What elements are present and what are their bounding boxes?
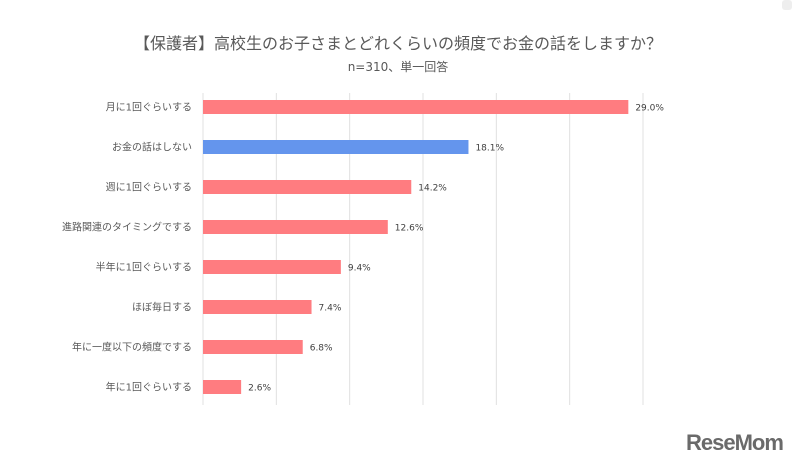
data-label: 6.8% bbox=[310, 344, 333, 354]
data-label: 14.2% bbox=[418, 184, 447, 194]
category-label: お金の話はしない bbox=[112, 141, 192, 154]
data-label: 7.4% bbox=[319, 304, 342, 314]
category-label: 月に1回ぐらいする bbox=[106, 102, 192, 114]
resemom-logo: ReseMom bbox=[686, 430, 784, 455]
bar bbox=[203, 340, 303, 354]
category-label: 進路関連のタイミングでする bbox=[62, 221, 192, 234]
data-label: 2.6% bbox=[248, 384, 271, 394]
category-label: ほぼ毎日する bbox=[132, 301, 192, 314]
bar bbox=[203, 140, 469, 154]
bar bbox=[203, 380, 242, 394]
data-label: 12.6% bbox=[395, 224, 424, 234]
bar bbox=[203, 220, 388, 234]
bar bbox=[203, 100, 629, 114]
bar bbox=[203, 300, 312, 314]
data-label: 29.0% bbox=[635, 104, 664, 114]
chart-subtitle: n=310、単一回答 bbox=[347, 60, 449, 74]
category-label: 週に1回ぐらいする bbox=[106, 182, 192, 194]
category-label: 年に一度以下の頻度でする bbox=[72, 341, 192, 354]
bar bbox=[203, 180, 412, 194]
chart-title: 【保護者】高校生のお子さまとどれくらいの頻度でお金の話をしますか？ bbox=[133, 34, 662, 53]
category-label: 半年に1回ぐらいする bbox=[96, 261, 192, 274]
data-label: 9.4% bbox=[348, 264, 371, 274]
corner-icon bbox=[782, 0, 792, 10]
bar bbox=[203, 260, 341, 274]
category-label: 年に1回ぐらいする bbox=[106, 381, 192, 394]
data-label: 18.1% bbox=[475, 144, 504, 154]
